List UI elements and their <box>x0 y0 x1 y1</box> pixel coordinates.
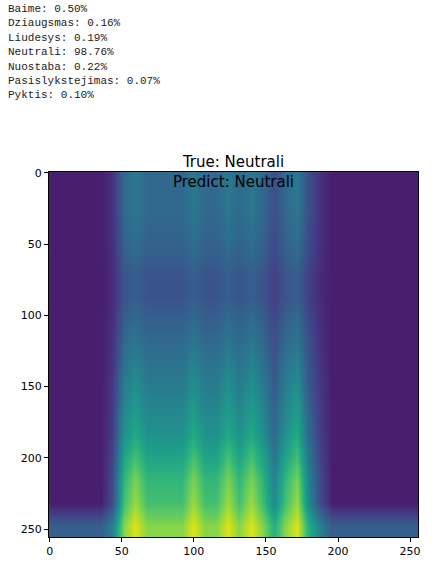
svg-text:0: 0 <box>46 545 53 558</box>
svg-text:200: 200 <box>21 452 42 465</box>
svg-text:100: 100 <box>183 545 204 558</box>
svg-text:150: 150 <box>21 380 42 393</box>
svg-text:100: 100 <box>21 309 42 322</box>
svg-text:250: 250 <box>400 545 421 558</box>
svg-text:150: 150 <box>255 545 276 558</box>
svg-text:True: NeutraliPredict: Neutral: True: NeutraliPredict: Neutrali <box>173 153 294 191</box>
svg-text:0: 0 <box>35 167 42 180</box>
html-text:Baime: 0.50% Dziaugsmas: 0.16%: Baime: 0.50% Dziaugsmas: 0.16% Liudesys:… <box>8 3 160 102</box>
svg-text:50: 50 <box>115 545 129 558</box>
svg-text:250: 250 <box>21 523 42 536</box>
svg-text:50: 50 <box>28 238 42 251</box>
svg-text:200: 200 <box>328 545 349 558</box>
